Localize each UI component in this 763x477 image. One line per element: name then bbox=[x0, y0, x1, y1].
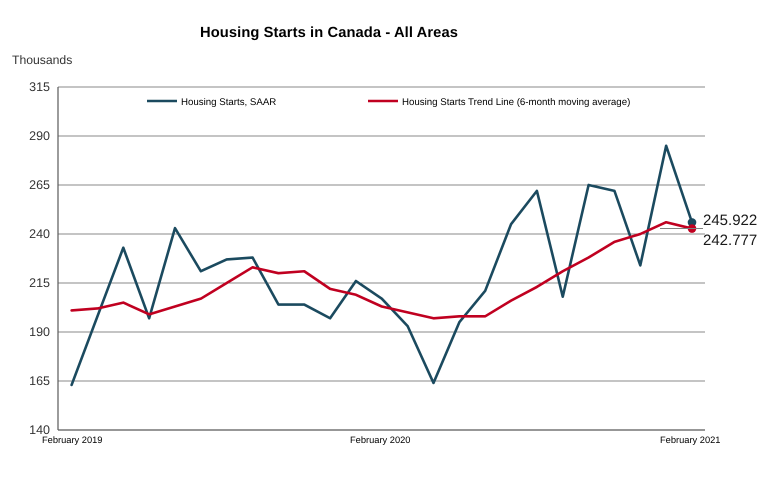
svg-text:242.777: 242.777 bbox=[703, 232, 757, 249]
svg-text:190: 190 bbox=[29, 325, 50, 339]
svg-text:165: 165 bbox=[29, 374, 50, 388]
svg-text:315: 315 bbox=[29, 80, 50, 94]
svg-text:Housing Starts, SAAR: Housing Starts, SAAR bbox=[181, 97, 276, 108]
svg-text:240: 240 bbox=[29, 227, 50, 241]
svg-text:February 2021: February 2021 bbox=[660, 435, 720, 445]
svg-text:February 2019: February 2019 bbox=[42, 435, 102, 445]
svg-text:Housing Starts Trend Line (6-m: Housing Starts Trend Line (6-month movin… bbox=[402, 97, 630, 108]
svg-text:215: 215 bbox=[29, 276, 50, 290]
svg-text:February 2020: February 2020 bbox=[350, 435, 410, 445]
svg-text:265: 265 bbox=[29, 178, 50, 192]
svg-text:245.922: 245.922 bbox=[703, 212, 757, 229]
svg-text:290: 290 bbox=[29, 129, 50, 143]
